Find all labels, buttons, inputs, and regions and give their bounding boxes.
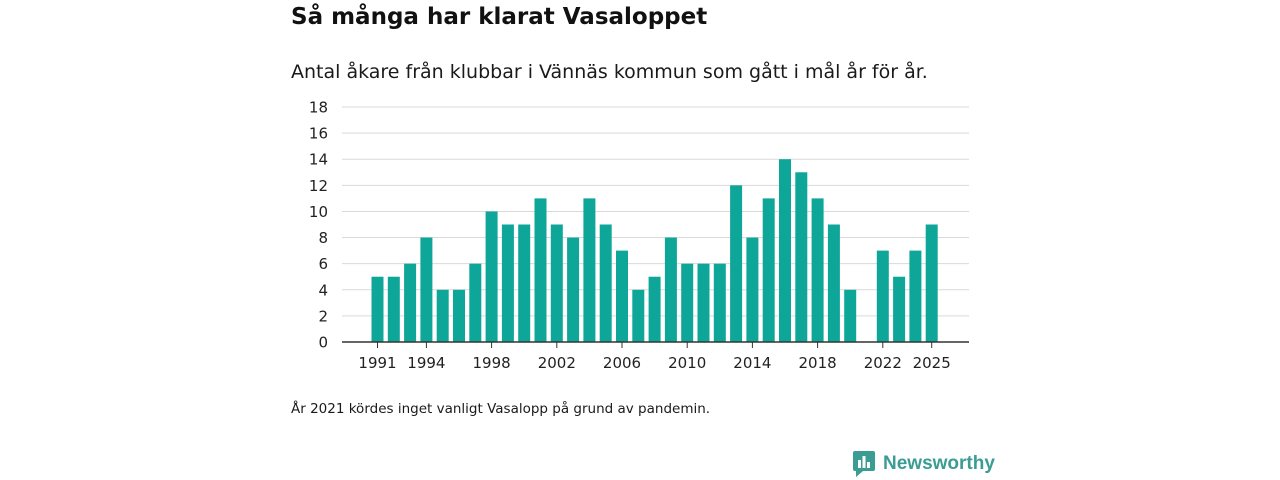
- y-tick-label: 16: [309, 125, 328, 143]
- y-tick-label: 10: [309, 203, 328, 221]
- chart-title: Så många har klarat Vasaloppet: [291, 4, 708, 30]
- bar-1994: [420, 237, 433, 342]
- bar-2024: [909, 250, 922, 342]
- bar-2020: [844, 289, 857, 342]
- bar-2017: [795, 172, 808, 342]
- x-tick-label: 2025: [913, 354, 951, 372]
- bar-2010: [681, 263, 694, 342]
- bar-2014: [746, 237, 759, 342]
- bar-2025: [925, 224, 938, 342]
- bar-2006: [616, 250, 628, 342]
- x-tick-label: 2022: [864, 354, 902, 372]
- x-tick-label: 2018: [799, 354, 837, 372]
- chart-subtitle: Antal åkare från klubbar i Vännäs kommun…: [291, 61, 928, 83]
- y-tick-label: 8: [318, 229, 328, 247]
- bar-2000: [518, 224, 531, 342]
- brand-name: Newsworthy: [883, 453, 995, 474]
- bar-2022: [876, 250, 889, 342]
- bar-1991: [371, 276, 384, 342]
- bar-2009: [664, 237, 677, 342]
- bar-2001: [534, 198, 547, 342]
- bar-2012: [713, 263, 726, 342]
- y-tick-label: 6: [318, 255, 328, 273]
- bar-1996: [453, 289, 465, 342]
- y-tick-label: 14: [309, 151, 328, 169]
- y-tick-label: 18: [309, 99, 328, 117]
- y-tick-label: 4: [318, 281, 328, 299]
- bar-2023: [893, 276, 906, 342]
- bar-1993: [404, 263, 417, 342]
- bar-2005: [599, 224, 612, 342]
- x-tick-label: 2006: [603, 354, 641, 372]
- bar-1998: [485, 211, 498, 342]
- bar-1999: [501, 224, 514, 342]
- x-tick-label: 1998: [473, 354, 511, 372]
- bar-2004: [583, 198, 596, 342]
- bar-2011: [697, 263, 710, 342]
- x-tick-label: 2010: [668, 354, 706, 372]
- y-tick-label: 0: [318, 334, 328, 352]
- x-tick-label: 2002: [538, 354, 576, 372]
- brand-logo: Newsworthy: [853, 451, 995, 477]
- x-tick-label: 1994: [407, 354, 445, 372]
- x-tick-label: 2014: [733, 354, 771, 372]
- y-tick-label: 2: [318, 307, 328, 325]
- bar-1992: [387, 276, 400, 342]
- bar-1997: [469, 263, 482, 342]
- x-tick-label: 1991: [358, 354, 396, 372]
- bar-2015: [762, 198, 775, 342]
- bar-2007: [632, 289, 645, 342]
- bar-2002: [550, 224, 563, 342]
- bars: [371, 159, 938, 342]
- bar-2019: [827, 224, 840, 342]
- bar-2003: [567, 237, 580, 342]
- axes: 0 2 4 6 8 10 12 14 16 18 1991 1994 1998 2002 2006 2010 2…: [309, 99, 969, 372]
- newsworthy-logo-icon: [853, 451, 875, 477]
- y-tick-label: 12: [309, 177, 328, 195]
- bar-2016: [779, 159, 791, 342]
- bar-2018: [811, 198, 824, 342]
- bar-2013: [730, 185, 743, 342]
- bar-1995: [436, 289, 449, 342]
- footnote: År 2021 kördes inget vanligt Vasalopp på…: [291, 401, 711, 417]
- bar-2008: [648, 276, 661, 342]
